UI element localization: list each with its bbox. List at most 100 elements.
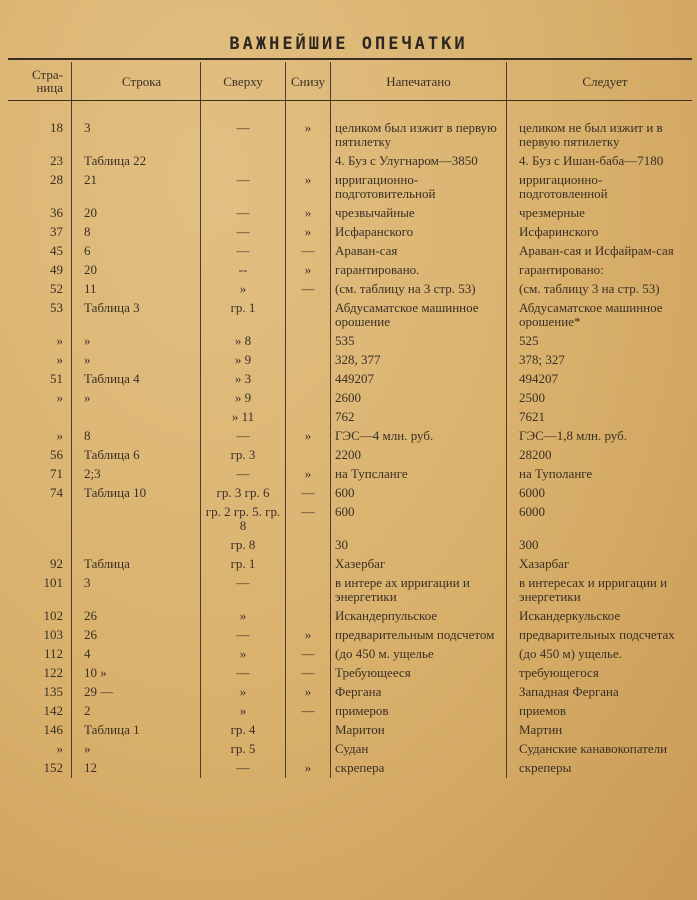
cell-from-top: —: [200, 100, 286, 152]
cell-line: 2: [71, 702, 201, 721]
table-row: 53 Таблица 3 гр. 1 Абдусаматское машинное о…: [8, 299, 692, 332]
cell-line: 20: [71, 204, 201, 223]
cell-line: 20: [71, 261, 201, 280]
cell-from-bottom: »: [285, 100, 331, 152]
cell-from-bottom: »: [285, 223, 331, 242]
table-row: 36 20—» чрезвычайные чрезмерные: [8, 204, 692, 223]
cell-printed: (до 450 м. ущелье: [330, 645, 507, 664]
cell-line: 3: [71, 100, 201, 152]
cell-should-be: 28200: [506, 446, 692, 465]
cell-line: »: [71, 351, 201, 370]
cell-should-be: 7621: [506, 408, 692, 427]
cell-should-be: 378; 327: [506, 351, 692, 370]
cell-printed: Араван-сая: [330, 242, 507, 261]
table-row: 135 29 —»» Фергана Западная Фергана: [8, 683, 692, 702]
cell-printed: примеров: [330, 702, 507, 721]
cell-page: 56: [50, 447, 63, 462]
cell-from-top: --: [200, 261, 286, 280]
col-header-page: Стра-ница: [8, 62, 72, 101]
cell-printed: 600: [330, 484, 507, 503]
cell-from-bottom: [285, 740, 331, 759]
cell-should-be: (до 450 м) ущелье.: [506, 645, 692, 664]
cell-page: 102: [43, 608, 64, 623]
table-row: 28 21—» ирригационно- подготовительной ирри…: [8, 171, 692, 204]
cell-page: 112: [43, 646, 63, 661]
cell-from-bottom: [285, 721, 331, 740]
cell-printed: Судан: [330, 740, 507, 759]
cell-line: 29 —: [71, 683, 201, 702]
cell-line: 11: [71, 280, 201, 299]
cell-from-top: —: [200, 171, 286, 204]
cell-page: 37: [50, 224, 63, 239]
cell-should-be: Искандеркульское: [506, 607, 692, 626]
table-row: 18 3—» целиком был изжит в первую пятилетк…: [8, 100, 692, 152]
cell-line: »: [71, 332, 201, 351]
cell-printed: 328, 377: [330, 351, 507, 370]
cell-line: 8: [71, 427, 201, 446]
cell-page: 53: [50, 300, 63, 315]
cell-should-be: Суданские канавокопатели: [506, 740, 692, 759]
cell-line: 6: [71, 242, 201, 261]
cell-line: Таблица 4: [71, 370, 201, 389]
col-header-from-bottom: Снизу: [285, 62, 331, 101]
cell-printed: предварительным подсчетом: [330, 626, 507, 645]
cell-from-top: »: [200, 607, 286, 626]
cell-page: »: [56, 333, 64, 348]
table-row: 112 4» — (до 450 м. ущелье (до 450 м) ущелье…: [8, 645, 692, 664]
cell-from-top: » 11: [200, 408, 286, 427]
cell-from-top: гр. 5: [200, 740, 286, 759]
cell-line: 12: [71, 759, 201, 778]
cell-from-bottom: [285, 555, 331, 574]
cell-should-be: 494207: [506, 370, 692, 389]
cell-from-bottom: [285, 446, 331, 465]
cell-line: 3: [71, 574, 201, 607]
cell-line: 21: [71, 171, 201, 204]
cell-printed: на Тупсланге: [330, 465, 507, 484]
cell-should-be: приемов: [506, 702, 692, 721]
table-row: 52 11» — (см. таблицу на 3 стр. 53) (см. таб…: [8, 280, 692, 299]
cell-should-be: ирригационно-подготовленной: [506, 171, 692, 204]
errata-table: Стра-ница Строка Сверху Снизу Напечатано…: [8, 62, 692, 778]
cell-from-top: —: [200, 242, 286, 261]
cell-printed: скрепера: [330, 759, 507, 778]
table-row: » 11 762 7621: [8, 408, 692, 427]
cell-from-top: гр. 2 гр. 5. гр. 8: [200, 503, 286, 536]
cell-from-bottom: »: [285, 465, 331, 484]
top-rule: [8, 58, 692, 60]
cell-printed: 535: [330, 332, 507, 351]
cell-printed: Исфаранского: [330, 223, 507, 242]
cell-page: 92: [50, 556, 63, 571]
cell-from-top: » 8: [200, 332, 286, 351]
cell-printed: 2200: [330, 446, 507, 465]
cell-from-bottom: [285, 332, 331, 351]
cell-page: 18: [50, 120, 63, 135]
header-row: Стра-ница Строка Сверху Снизу Напечатано…: [8, 62, 692, 101]
cell-page: [8, 408, 72, 427]
cell-from-bottom: —: [285, 645, 331, 664]
cell-printed: 449207: [330, 370, 507, 389]
page-title: ВАЖНЕЙШИЕ ОПЕЧАТКИ: [229, 34, 468, 54]
cell-page: [8, 536, 72, 555]
table-row: 102 26» Искандерпульское Искандеркульское: [8, 607, 692, 626]
cell-from-bottom: [285, 370, 331, 389]
cell-line: 8: [71, 223, 201, 242]
cell-line: Таблица 10: [71, 484, 201, 503]
cell-should-be: 525: [506, 332, 692, 351]
cell-page: 101: [43, 575, 64, 590]
cell-line: [71, 503, 201, 536]
cell-page: 36: [50, 205, 63, 220]
cell-printed: ирригационно- подготовительной: [330, 171, 507, 204]
table-row: 51 Таблица 4» 3 449207 494207: [8, 370, 692, 389]
cell-from-bottom: [285, 389, 331, 408]
cell-from-bottom: —: [285, 702, 331, 721]
cell-from-bottom: [285, 351, 331, 370]
cell-from-top: —: [200, 574, 286, 607]
table-row: »»» 9 2600 2500: [8, 389, 692, 408]
cell-printed: 600: [330, 503, 507, 536]
cell-should-be: ГЭС—1,8 млн. руб.: [506, 427, 692, 446]
table-row: »» гр. 5 Судан Суданские канавокопатели: [8, 740, 692, 759]
cell-from-bottom: —: [285, 280, 331, 299]
table-row: 49 20 --» гарантировано. гарантировано:: [8, 261, 692, 280]
cell-printed: ГЭС—4 млн. руб.: [330, 427, 507, 446]
cell-from-bottom: [285, 152, 331, 171]
